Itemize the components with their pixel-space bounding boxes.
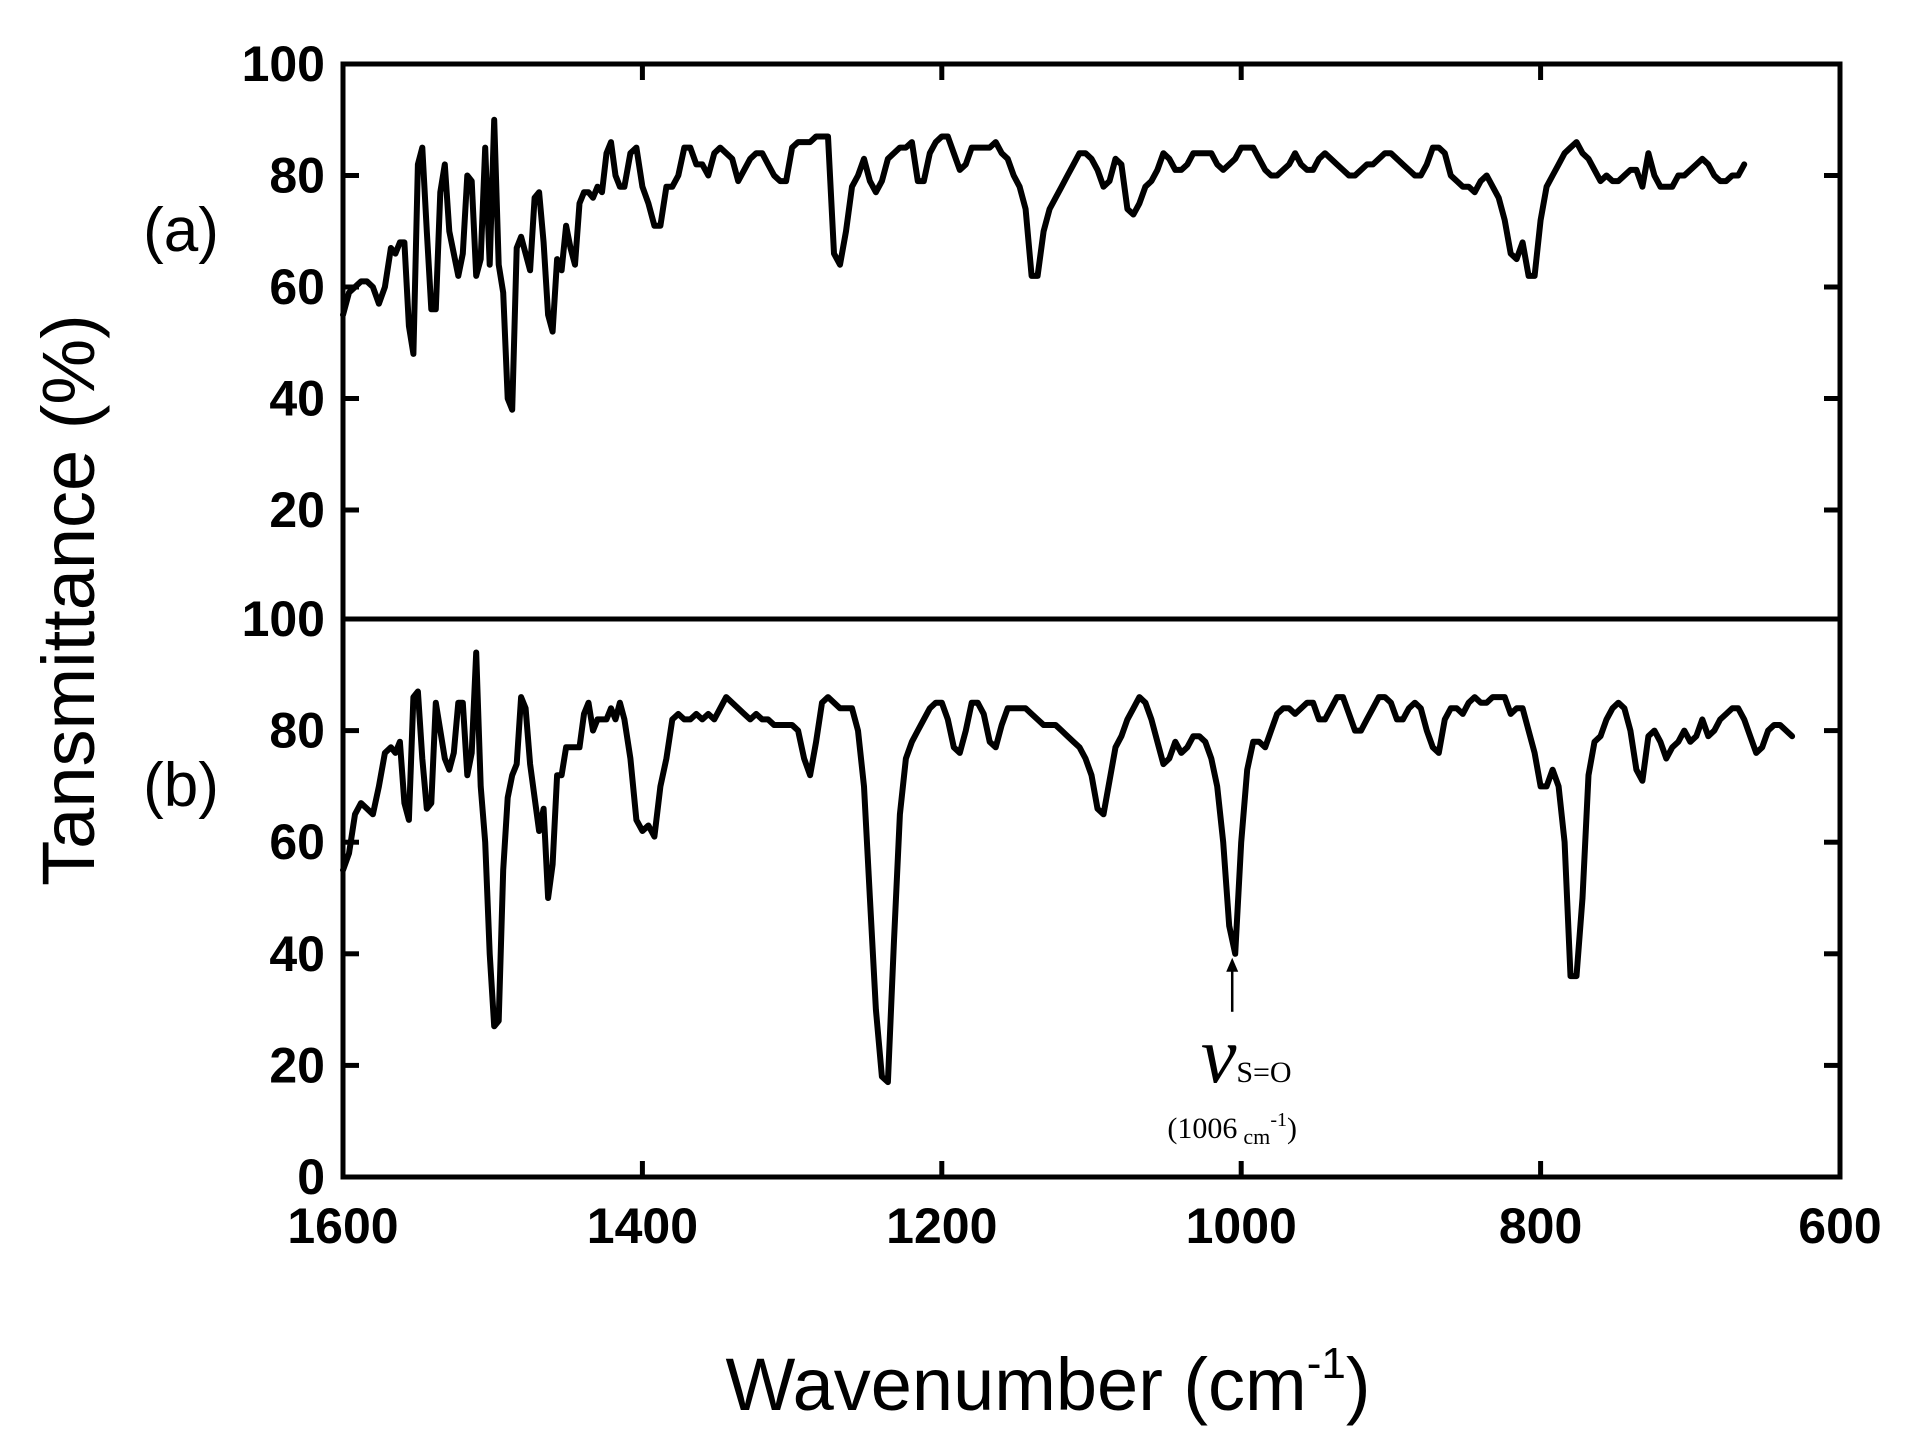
x-tick-label-1000: 1000 xyxy=(1186,1198,1297,1254)
x-tick-label-1400: 1400 xyxy=(587,1198,698,1254)
y-tick-label-b-40: 40 xyxy=(269,926,325,982)
x-tick-label-1200: 1200 xyxy=(886,1198,997,1254)
y-tick-label-b-20: 20 xyxy=(269,1037,325,1093)
panel-label-b: (b) xyxy=(143,751,219,820)
panel-label-a: (a) xyxy=(143,196,219,265)
panel-a-frame xyxy=(340,61,1843,622)
y-tick-label-a-80: 80 xyxy=(269,148,325,204)
annotation-position-close: ) xyxy=(1287,1112,1297,1145)
y-tick-label-b-60: 60 xyxy=(269,814,325,870)
panel-b-frame xyxy=(340,616,1843,1180)
y-axis-title: Tansmittance (%) xyxy=(27,314,110,886)
x-tick-label-1600: 1600 xyxy=(287,1198,398,1254)
annotation-symbol: vS=O xyxy=(1201,1012,1292,1100)
y-tick-label-b-100: 100 xyxy=(242,591,325,647)
annotation-position: (1006 cm-1) xyxy=(1167,1109,1297,1149)
panel-frames xyxy=(340,61,1843,1180)
x-axis-title-end: ) xyxy=(1346,1343,1371,1426)
annotation-nu: v xyxy=(1201,1012,1237,1100)
y-tick-label-a-40: 40 xyxy=(269,371,325,427)
annotation-subscript: S=O xyxy=(1236,1056,1291,1089)
annotation-position-unit-sup: -1 xyxy=(1270,1109,1287,1131)
y-tick-label-a-20: 20 xyxy=(269,482,325,538)
x-tick-label-800: 800 xyxy=(1499,1198,1582,1254)
series-line-panel-a xyxy=(340,116,1748,413)
x-axis-title-sup: -1 xyxy=(1307,1339,1346,1388)
y-tick-label-b-80: 80 xyxy=(269,703,325,759)
y-tick-label-a-60: 60 xyxy=(269,259,325,315)
series-lines xyxy=(340,116,1796,1086)
x-axis-title: Wavenumber (cm-1) xyxy=(726,1339,1371,1426)
s-o-annotation: vS=O (1006 cm-1) xyxy=(1167,957,1297,1149)
y-tick-label-a-100: 100 xyxy=(242,36,325,92)
annotation-position-value: (1006 xyxy=(1167,1112,1237,1145)
series-line-panel-b xyxy=(340,649,1796,1086)
y-tick-label-b-0: 0 xyxy=(297,1149,325,1205)
x-axis-title-text: Wavenumber (cm xyxy=(726,1343,1307,1426)
annotation-position-unit: cm xyxy=(1243,1124,1270,1149)
x-tick-label-600: 600 xyxy=(1798,1198,1881,1254)
annotation-arrow-head xyxy=(1226,957,1239,972)
